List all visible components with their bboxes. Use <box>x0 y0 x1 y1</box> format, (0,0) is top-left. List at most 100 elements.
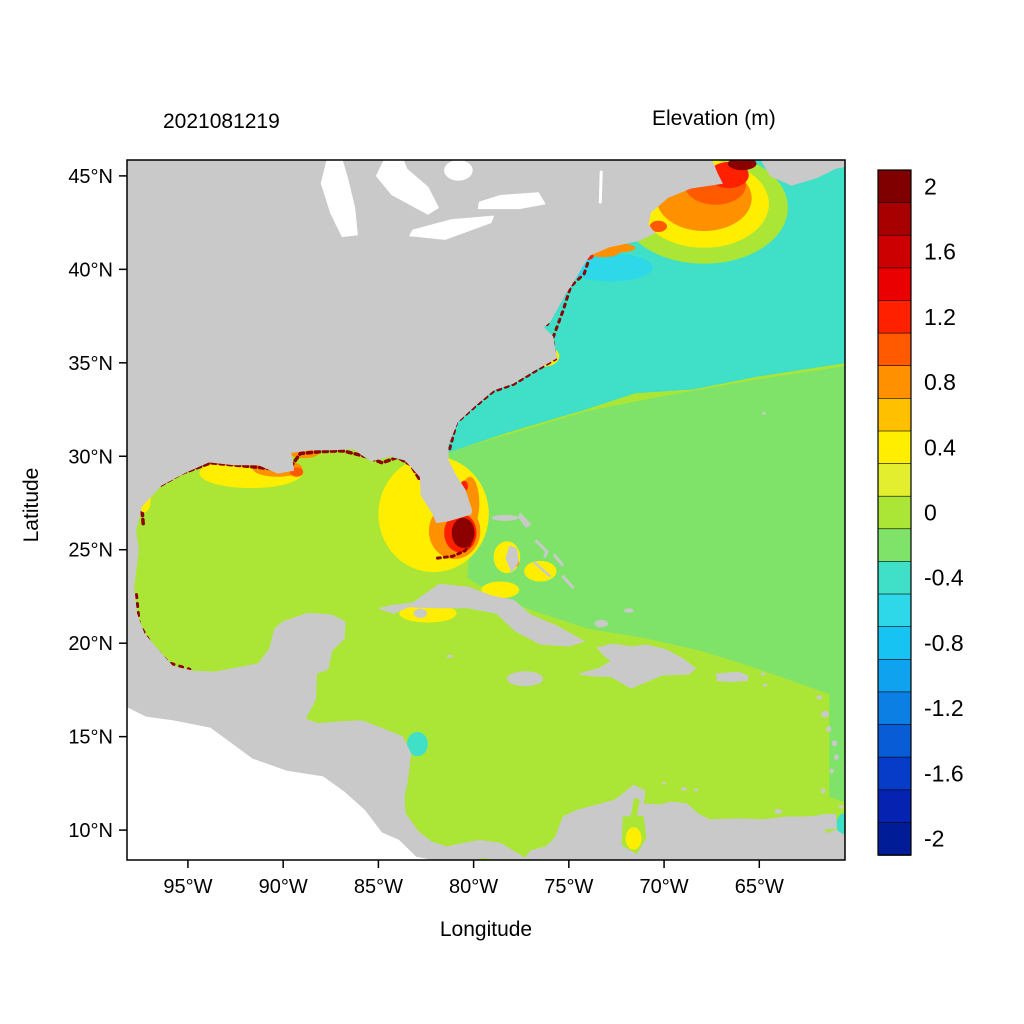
y-axis-tick-label: 45°N <box>68 166 113 188</box>
aruba <box>662 782 666 785</box>
maracaibo-yellow <box>625 827 642 850</box>
x-axis-tick-label: 90°W <box>259 876 308 898</box>
colorbar-tick-label: 0.8 <box>924 369 956 395</box>
martinique <box>831 740 838 747</box>
bahamas-yellow-se <box>524 560 557 582</box>
south-florida-darkred <box>451 517 475 548</box>
caicos <box>624 608 634 613</box>
hispaniola-land <box>578 643 696 689</box>
colorbar-tick-label: 2 <box>924 173 937 199</box>
cuba-land <box>378 583 585 647</box>
colorbar-cell <box>877 430 912 465</box>
colorbar-cell <box>877 528 912 563</box>
y-axis-label: Latitude <box>20 467 43 543</box>
colorbar-tick-label: 1.6 <box>924 239 956 265</box>
margarita <box>774 809 783 814</box>
y-axis-tick-label: 25°N <box>68 540 113 562</box>
cozumel <box>339 631 345 639</box>
colorbar-tick-label: -1.2 <box>924 695 964 721</box>
y-axis-tick-label: 10°N <box>68 820 113 842</box>
grand-bahama <box>491 514 519 521</box>
colorbar-cell <box>877 202 912 237</box>
date-title: 2021081219 <box>163 110 280 133</box>
abaco <box>517 512 532 528</box>
nova-scotia-land <box>760 160 845 186</box>
bonaire <box>694 788 699 792</box>
bermuda <box>762 411 766 415</box>
x-axis-tick-label: 85°W <box>354 876 403 898</box>
lake-huron <box>376 160 439 215</box>
colorbar-tick-label: 0 <box>924 500 937 526</box>
georgian-bay <box>444 160 473 181</box>
colorbar-tick-label: -1.6 <box>924 761 964 787</box>
st-vincent <box>829 768 834 774</box>
colorbar-cell <box>877 300 912 334</box>
east-coast-speckles <box>448 258 591 451</box>
colorbar-cell <box>877 397 912 432</box>
isla-juventud <box>413 608 427 618</box>
colorbar-cell <box>877 365 912 400</box>
cuba-south-yellow <box>399 604 457 623</box>
colorbar-cell <box>877 267 912 302</box>
colorbar-cell <box>877 756 912 791</box>
dominica <box>826 726 832 733</box>
andros <box>505 545 519 573</box>
south-america-land <box>523 784 845 860</box>
midatlantic-cyan-band <box>568 253 653 282</box>
antigua <box>816 695 822 700</box>
maracaibo-channel <box>630 798 640 820</box>
y-axis-tick-label: 15°N <box>68 727 113 749</box>
colorbar-cell <box>877 626 912 661</box>
puerto-rico-land <box>715 671 749 682</box>
colorbar-tick-label: -0.8 <box>924 630 964 656</box>
x-axis-tick-label: 70°W <box>640 876 689 898</box>
colorbar-tick-label: -0.4 <box>924 565 964 591</box>
colorbar-cell <box>877 822 912 856</box>
lake-champlain <box>598 170 603 204</box>
guadeloupe <box>821 710 829 718</box>
st-lucia <box>834 754 839 760</box>
x-axis-tick-label: 95°W <box>163 876 212 898</box>
colorbar-cell <box>877 463 912 498</box>
colorbar-tick-label: 1.2 <box>924 304 956 330</box>
plot-frame <box>126 159 846 861</box>
colorbar-cell <box>877 495 912 530</box>
keys-speckles <box>435 542 472 560</box>
colorbar-frame <box>877 169 912 856</box>
cuba-ne-yellow <box>481 581 520 599</box>
colorbar-cell <box>877 724 912 758</box>
grand-cayman <box>446 654 454 658</box>
y-axis-tick-label: 40°N <box>68 259 113 281</box>
lake-erie <box>409 215 495 240</box>
trinidad-land <box>817 813 837 830</box>
long-island-bahamas <box>561 575 575 589</box>
fundy-darkred-sliver <box>727 160 757 171</box>
lake-ontario <box>477 192 546 210</box>
virgin-islands <box>760 672 766 676</box>
colorbar-cell <box>877 169 912 204</box>
lake-michigan <box>320 160 358 238</box>
x-axis-tick-label: 75°W <box>544 876 593 898</box>
nicaragua-teal-patch <box>406 732 428 757</box>
map-layers <box>127 160 845 860</box>
colorbar-cell <box>877 658 912 693</box>
colorbar-cell <box>877 332 912 367</box>
colorbar-cell <box>877 561 912 595</box>
y-axis-tick-label: 30°N <box>68 446 113 468</box>
y-axis-tick-label: 20°N <box>68 633 113 655</box>
great-inagua <box>594 619 608 628</box>
trinidad-teal-patch <box>836 813 845 836</box>
exuma-cays <box>533 561 552 578</box>
cape-cod-orangered <box>649 220 668 232</box>
colorbar-cell <box>877 691 912 726</box>
grenada <box>820 788 826 794</box>
y-axis-tick-label: 35°N <box>68 353 113 375</box>
x-axis-tick-label: 80°W <box>449 876 498 898</box>
colorbar-tick-label: -2 <box>924 826 944 852</box>
tobago <box>838 805 845 809</box>
colorbar-cell <box>877 789 912 824</box>
colorbar-cell <box>877 234 912 269</box>
cat-island <box>553 553 564 567</box>
